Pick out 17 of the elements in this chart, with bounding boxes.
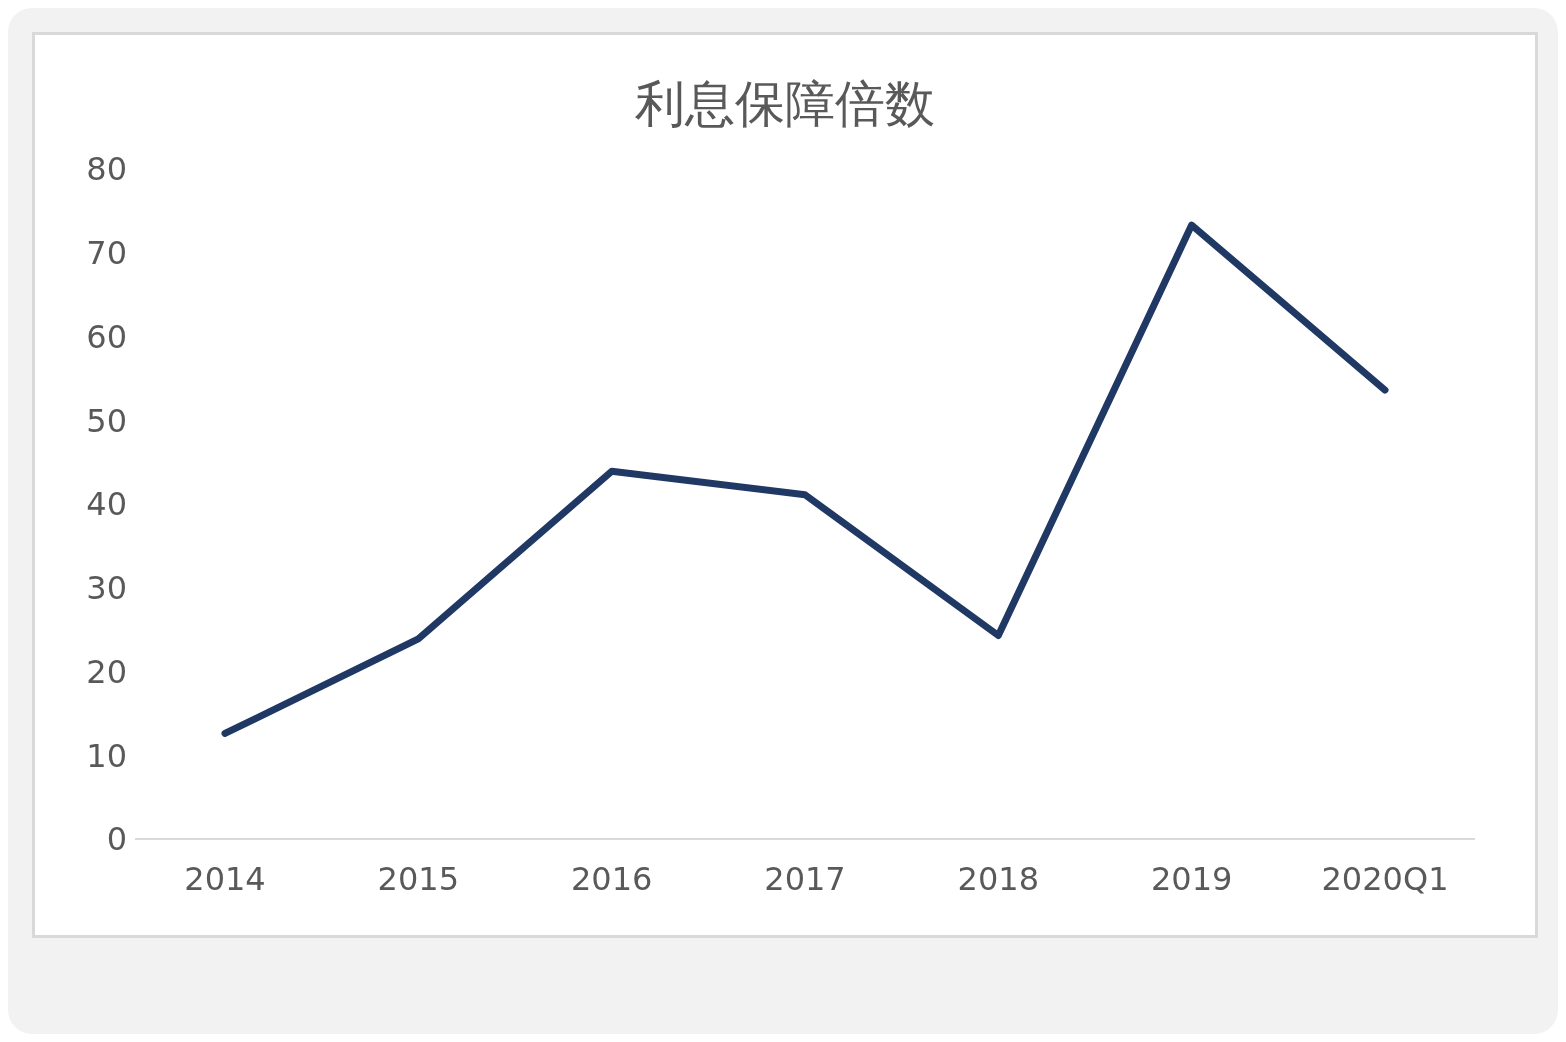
chart-title: 利息保障倍数: [634, 74, 936, 135]
y-tick-label: 20: [86, 652, 127, 691]
x-tick-label: 2017: [764, 859, 846, 898]
y-tick-label: 40: [86, 485, 127, 524]
y-tick-label: 60: [86, 317, 127, 356]
x-tick-label: 2016: [570, 859, 653, 898]
x-tick-label: 2018: [957, 859, 1040, 898]
y-tick-label: 0: [106, 820, 127, 859]
x-tick-label: 2015: [377, 859, 460, 898]
x-tick-label: 2020Q1: [1321, 859, 1449, 898]
y-tick-label: 30: [86, 569, 127, 608]
x-tick-label: 2014: [184, 859, 266, 898]
x-tick-label: 2019: [1150, 859, 1233, 898]
y-tick-label: 80: [86, 150, 127, 189]
y-tick-label: 10: [86, 736, 127, 775]
y-tick-label: 70: [86, 234, 127, 273]
y-tick-label: 50: [86, 401, 127, 440]
